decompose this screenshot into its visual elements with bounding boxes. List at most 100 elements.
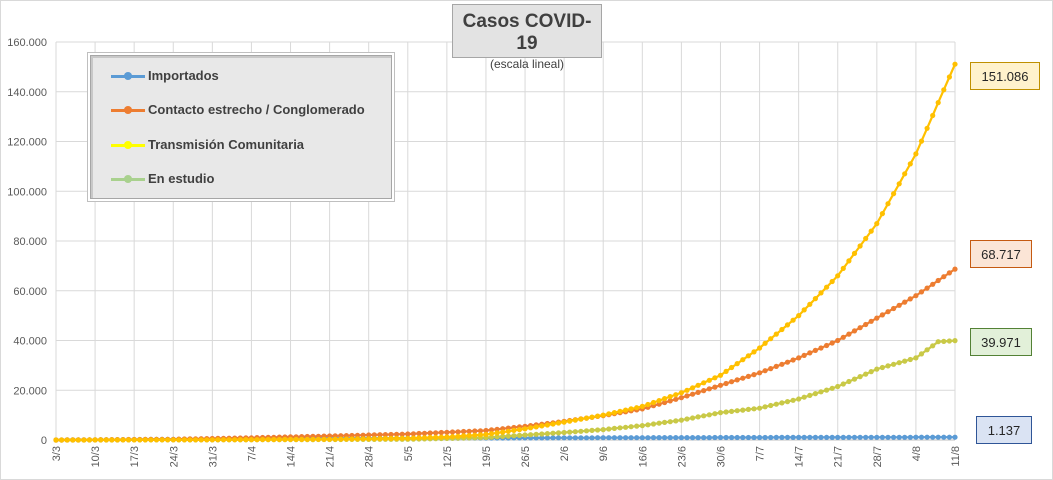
data-point-transmisi-n-comunitaria [662,396,668,402]
data-point-importados [924,434,930,440]
data-point-importados [555,435,562,441]
data-point-transmisi-n-comunitaria [488,431,495,437]
data-point-en-estudio [930,343,936,349]
data-point-transmisi-n-comunitaria [472,432,478,438]
data-point-en-estudio [600,427,606,433]
data-point-importados [879,434,886,440]
x-tick-label: 30/6 [715,446,727,467]
data-point-en-estudio [784,399,791,405]
data-point-contacto-estrecho-conglomerado [382,432,388,438]
data-point-transmisi-n-comunitaria [126,437,132,443]
data-point-en-estudio [874,366,880,372]
data-point-en-estudio [891,361,897,367]
data-point-transmisi-n-comunitaria [388,435,394,442]
data-point-transmisi-n-comunitaria [254,437,260,443]
data-point-transmisi-n-comunitaria [751,349,757,355]
data-point-en-estudio [550,430,556,436]
data-point-en-estudio [879,364,886,371]
data-point-en-estudio [807,392,813,398]
data-point-contacto-estrecho-conglomerado [952,266,958,272]
data-point-contacto-estrecho-conglomerado [863,321,869,328]
x-tick-label: 21/4 [325,446,337,467]
data-point-transmisi-n-comunitaria [176,437,182,443]
data-point-en-estudio [796,396,802,402]
data-point-transmisi-n-comunitaria [734,361,740,367]
data-point-transmisi-n-comunitaria [606,411,612,417]
data-point-contacto-estrecho-conglomerado [433,430,439,436]
data-point-en-estudio [952,338,958,344]
legend-label-contacto: Contacto estrecho / Conglomerado [148,102,365,117]
data-point-en-estudio [678,417,685,423]
data-point-transmisi-n-comunitaria [276,436,282,443]
data-point-transmisi-n-comunitaria [81,437,87,443]
data-point-en-estudio [801,394,807,400]
data-point-transmisi-n-comunitaria [634,405,640,411]
data-point-importados [667,435,673,441]
y-tick-label: 40.000 [13,336,47,348]
x-tick-label: 19/5 [481,446,493,467]
data-point-transmisi-n-comunitaria [449,434,456,440]
data-point-transmisi-n-comunitaria [248,437,254,443]
data-point-transmisi-n-comunitaria [204,437,210,443]
data-point-transmisi-n-comunitaria [712,375,718,381]
data-point-transmisi-n-comunitaria [159,437,165,443]
data-point-importados [561,435,567,441]
data-point-en-estudio [511,433,517,439]
data-point-transmisi-n-comunitaria [874,221,880,227]
data-point-importados [723,434,729,441]
data-point-transmisi-n-comunitaria [131,437,137,443]
data-point-contacto-estrecho-conglomerado [449,429,456,435]
data-point-transmisi-n-comunitaria [109,437,115,443]
y-tick-label: 80.000 [13,236,47,248]
data-point-contacto-estrecho-conglomerado [662,399,668,406]
data-point-transmisi-n-comunitaria [170,437,176,443]
data-point-transmisi-n-comunitaria [232,437,238,443]
data-point-importados [645,435,651,441]
legend-label-en-estudio: En estudio [148,171,215,186]
data-point-transmisi-n-comunitaria [103,437,109,443]
data-point-en-estudio [494,434,500,440]
data-point-en-estudio [768,402,774,409]
data-point-importados [606,435,612,441]
data-point-en-estudio [667,419,673,425]
data-point-transmisi-n-comunitaria [299,436,305,442]
data-point-contacto-estrecho-conglomerado [371,432,377,438]
x-tick-label: 7/7 [755,446,767,461]
data-point-contacto-estrecho-conglomerado [857,325,863,331]
data-point-contacto-estrecho-conglomerado [399,431,405,437]
data-point-contacto-estrecho-conglomerado [757,370,763,376]
data-point-importados [913,434,919,440]
data-point-transmisi-n-comunitaria [539,423,545,429]
data-point-transmisi-n-comunitaria [773,331,779,337]
data-point-importados [868,434,874,440]
data-point-importados [779,434,785,440]
data-point-transmisi-n-comunitaria [857,243,863,249]
data-point-contacto-estrecho-conglomerado [427,430,433,436]
data-point-en-estudio [790,397,796,403]
data-point-contacto-estrecho-conglomerado [740,375,746,381]
data-point-transmisi-n-comunitaria [779,326,785,333]
data-point-transmisi-n-comunitaria [745,353,752,359]
x-tick-label: 3/3 [51,446,63,461]
data-point-en-estudio [595,427,601,433]
data-point-transmisi-n-comunitaria [801,307,807,313]
data-point-en-estudio [835,383,841,390]
data-point-transmisi-n-comunitaria [405,435,411,441]
data-point-contacto-estrecho-conglomerado [751,372,757,378]
data-point-transmisi-n-comunitaria [757,345,763,351]
data-point-importados [745,434,752,441]
data-point-contacto-estrecho-conglomerado [924,285,930,291]
data-point-contacto-estrecho-conglomerado [896,302,902,308]
data-point-importados [829,434,835,440]
data-point-contacto-estrecho-conglomerado [885,309,891,315]
data-point-en-estudio [913,355,919,361]
data-point-transmisi-n-comunitaria [421,435,428,441]
data-point-importados [662,435,668,441]
data-point-contacto-estrecho-conglomerado [701,388,707,394]
data-point-transmisi-n-comunitaria [946,74,953,80]
data-point-contacto-estrecho-conglomerado [879,312,886,318]
data-point-transmisi-n-comunitaria [907,161,913,167]
data-point-importados [835,434,841,440]
data-point-contacto-estrecho-conglomerado [455,429,461,435]
